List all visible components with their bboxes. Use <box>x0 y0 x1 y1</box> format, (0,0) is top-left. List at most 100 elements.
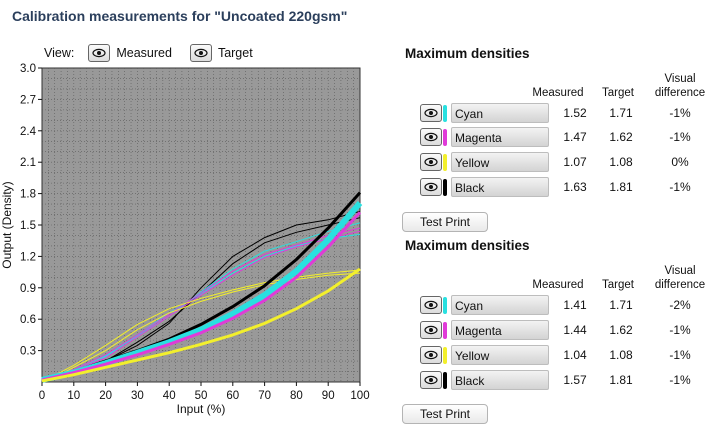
black-target-value: 1.81 <box>609 373 633 387</box>
x-tick-label: 70 <box>258 390 271 402</box>
view-toggle-row: View: Measured Target <box>44 43 253 63</box>
y-tick-label: 0.3 <box>20 346 36 358</box>
header-measured-2: Measured <box>532 279 584 291</box>
header-difference-2: difference <box>654 279 706 291</box>
x-tick-label: 20 <box>99 390 112 402</box>
cyan-color-swatch <box>443 105 447 122</box>
y-tick-label: 1.2 <box>20 251 36 263</box>
x-tick-label: 40 <box>163 390 176 402</box>
yellow-measured-value: 1.07 <box>563 155 587 169</box>
header-difference-1: difference <box>654 87 706 99</box>
yellow-target-value: 1.08 <box>609 348 633 362</box>
x-tick-label: 80 <box>290 390 303 402</box>
magenta-channel-button[interactable]: Magenta <box>451 127 549 147</box>
magenta-visual-difference: -1% <box>669 130 691 144</box>
cyan-measured-value: 1.52 <box>563 106 587 120</box>
y-axis-label: Output (Density) <box>0 181 14 268</box>
y-tick-label: 2.1 <box>20 157 36 169</box>
eye-icon <box>424 300 438 310</box>
cyan-measured-value: 1.41 <box>563 298 587 312</box>
channel-row-black: Black 1.63 1.81 -1% <box>420 176 712 198</box>
black-visual-difference: -1% <box>669 180 691 194</box>
cyan-visibility-button[interactable] <box>420 296 442 314</box>
chart-series <box>41 191 363 383</box>
eye-icon <box>424 350 438 360</box>
magenta-target-value: 1.62 <box>609 130 633 144</box>
cyan-channel-button[interactable]: Cyan <box>451 295 549 315</box>
yellow-color-swatch <box>443 154 447 171</box>
channel-row-cyan: Cyan 1.52 1.71 -1% <box>420 102 712 124</box>
measured-visibility-button[interactable] <box>88 44 111 62</box>
measured-toggle-label: Measured <box>116 46 172 60</box>
x-tick-label: 10 <box>67 390 80 402</box>
cyan-target-value: 1.71 <box>609 106 633 120</box>
magenta-visibility-button[interactable] <box>420 321 442 339</box>
y-tick-label: 0.6 <box>20 314 36 326</box>
magenta-channel-button[interactable]: Magenta <box>451 320 549 340</box>
x-tick-label: 60 <box>226 390 239 402</box>
channel-row-black: Black 1.57 1.81 -1% <box>420 369 712 391</box>
header-target-1: Target <box>602 87 634 99</box>
yellow-visibility-button[interactable] <box>420 153 442 171</box>
x-tick-label: 50 <box>195 390 208 402</box>
channel-row-magenta: Magenta 1.47 1.62 -1% <box>420 126 712 148</box>
panel-title-1: Maximum densities <box>405 46 530 61</box>
header-visual-2: Visual <box>664 265 696 277</box>
yellow-target-value: 1.08 <box>609 155 633 169</box>
magenta-target-value: 1.62 <box>609 323 633 337</box>
black-channel-button[interactable]: Black <box>451 177 549 197</box>
magenta-visibility-button[interactable] <box>420 128 442 146</box>
black-visibility-button[interactable] <box>420 178 442 196</box>
black-channel-button[interactable]: Black <box>451 370 549 390</box>
y-tick-label: 3.0 <box>20 63 36 75</box>
eye-icon <box>92 48 106 58</box>
y-tick-label: 2.4 <box>20 126 37 138</box>
view-label: View: <box>44 46 75 60</box>
eye-icon <box>424 108 438 118</box>
yellow-visual-difference: -1% <box>669 348 691 362</box>
eye-icon <box>424 325 438 335</box>
yellow-channel-button[interactable]: Yellow <box>451 345 549 365</box>
eye-icon <box>424 182 438 192</box>
magenta-color-swatch <box>443 322 447 339</box>
target-toggle-label: Target <box>217 46 253 60</box>
yellow-channel-button[interactable]: Yellow <box>451 152 549 172</box>
yellow-visual-difference: 0% <box>671 155 689 169</box>
eye-icon <box>424 375 438 385</box>
channel-row-yellow: Yellow 1.07 1.08 0% <box>420 151 712 173</box>
x-tick-label: 30 <box>131 390 144 402</box>
magenta-measured-value: 1.44 <box>563 323 587 337</box>
black-color-swatch <box>443 372 447 389</box>
black-measured-value: 1.57 <box>563 373 587 387</box>
channel-row-yellow: Yellow 1.04 1.08 -1% <box>420 344 712 366</box>
y-tick-label: 1.5 <box>20 220 36 232</box>
magenta-color-swatch <box>443 129 447 146</box>
black-visibility-button[interactable] <box>420 371 442 389</box>
cyan-visual-difference: -1% <box>669 106 691 120</box>
channel-row-cyan: Cyan 1.41 1.71 -2% <box>420 294 712 316</box>
yellow-visibility-button[interactable] <box>420 346 442 364</box>
black-target-value: 1.81 <box>609 180 633 194</box>
header-measured-1: Measured <box>532 87 584 99</box>
measured-series-line <box>41 272 361 382</box>
cyan-visibility-button[interactable] <box>420 104 442 122</box>
test-print-button-2[interactable]: Test Print <box>402 404 488 424</box>
y-tick-label: 2.7 <box>20 94 36 106</box>
black-visual-difference: -1% <box>669 373 691 387</box>
x-axis-label: Input (%) <box>177 402 226 416</box>
y-tick-label: 1.8 <box>20 189 36 201</box>
eye-icon <box>424 132 438 142</box>
x-tick-label: 90 <box>322 390 335 402</box>
magenta-visual-difference: -1% <box>669 323 691 337</box>
page-title: Calibration measurements for "Uncoated 2… <box>12 8 348 24</box>
yellow-color-swatch <box>443 347 447 364</box>
x-tick-label: 0 <box>39 390 45 402</box>
target-series-line <box>41 211 362 382</box>
test-print-button-1[interactable]: Test Print <box>402 212 488 232</box>
x-tick-label: 100 <box>350 390 369 402</box>
cyan-target-value: 1.71 <box>609 298 633 312</box>
target-visibility-button[interactable] <box>189 44 212 62</box>
cyan-channel-button[interactable]: Cyan <box>451 103 549 123</box>
target-series-line <box>41 267 361 383</box>
eye-icon <box>424 157 438 167</box>
